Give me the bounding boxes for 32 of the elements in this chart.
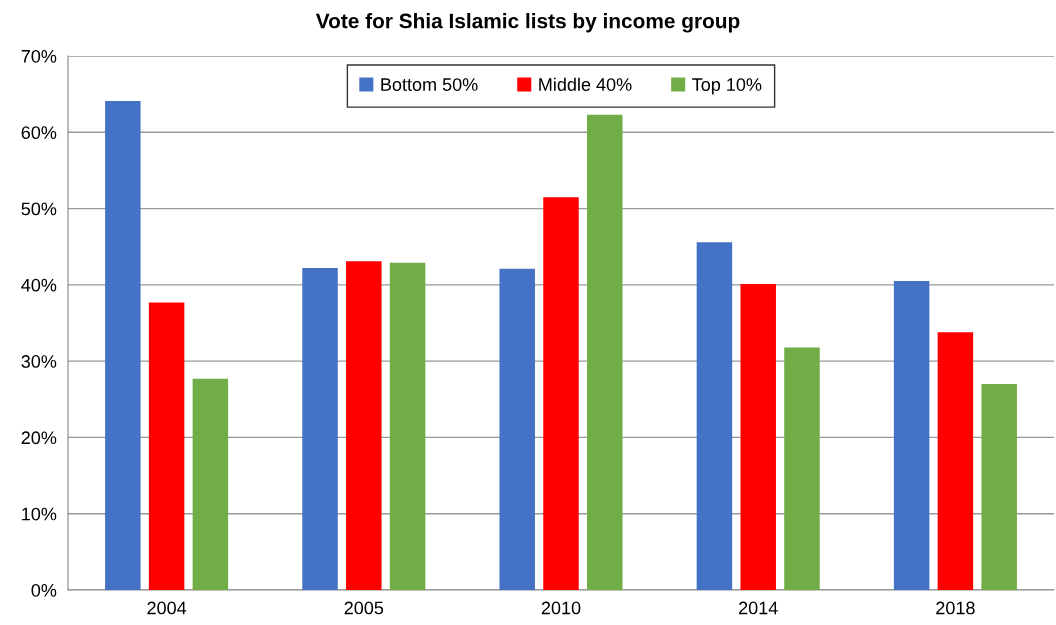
bar bbox=[192, 378, 229, 590]
y-tick-label: 10% bbox=[22, 507, 57, 521]
bar bbox=[346, 261, 382, 590]
y-tick-label: 40% bbox=[21, 278, 57, 292]
bar bbox=[740, 284, 776, 590]
y-tick-label: 60% bbox=[21, 126, 57, 140]
bar bbox=[148, 302, 185, 590]
bar bbox=[981, 384, 1017, 590]
x-tick-label: 2005 bbox=[344, 601, 384, 615]
y-tick-label: 20% bbox=[21, 431, 57, 445]
y-tick-label: 0% bbox=[31, 583, 57, 597]
y-tick-label: 50% bbox=[21, 202, 57, 216]
legend-label: Bottom 50% bbox=[381, 78, 478, 91]
bar bbox=[389, 262, 426, 590]
bar bbox=[543, 197, 579, 590]
bar bbox=[893, 281, 930, 590]
bar bbox=[302, 268, 338, 590]
bar bbox=[587, 114, 623, 590]
bar bbox=[696, 242, 733, 590]
x-tick-label: 2014 bbox=[739, 601, 778, 615]
bar bbox=[784, 347, 820, 590]
chart-title: Vote for Shia Islamic lists by income group bbox=[315, 13, 740, 33]
bar bbox=[105, 101, 141, 590]
y-tick-label: 70% bbox=[21, 49, 57, 63]
bar bbox=[937, 332, 974, 590]
bar bbox=[499, 268, 535, 590]
x-tick-label: 2018 bbox=[936, 601, 975, 615]
x-tick-label: 2004 bbox=[147, 601, 187, 615]
legend-label: Middle 40% bbox=[539, 77, 632, 91]
y-tick-label: 30% bbox=[21, 355, 57, 368]
legend-label: Top 10% bbox=[692, 78, 762, 95]
x-tick-label: 2010 bbox=[541, 601, 581, 615]
